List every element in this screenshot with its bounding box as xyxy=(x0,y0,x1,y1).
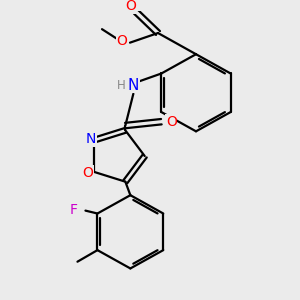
Text: N: N xyxy=(86,132,96,146)
Text: O: O xyxy=(117,34,128,48)
Text: O: O xyxy=(166,115,177,129)
Text: N: N xyxy=(128,78,139,93)
Text: O: O xyxy=(126,0,136,13)
Text: H: H xyxy=(117,79,126,92)
Text: O: O xyxy=(82,166,94,180)
Text: F: F xyxy=(70,202,77,217)
